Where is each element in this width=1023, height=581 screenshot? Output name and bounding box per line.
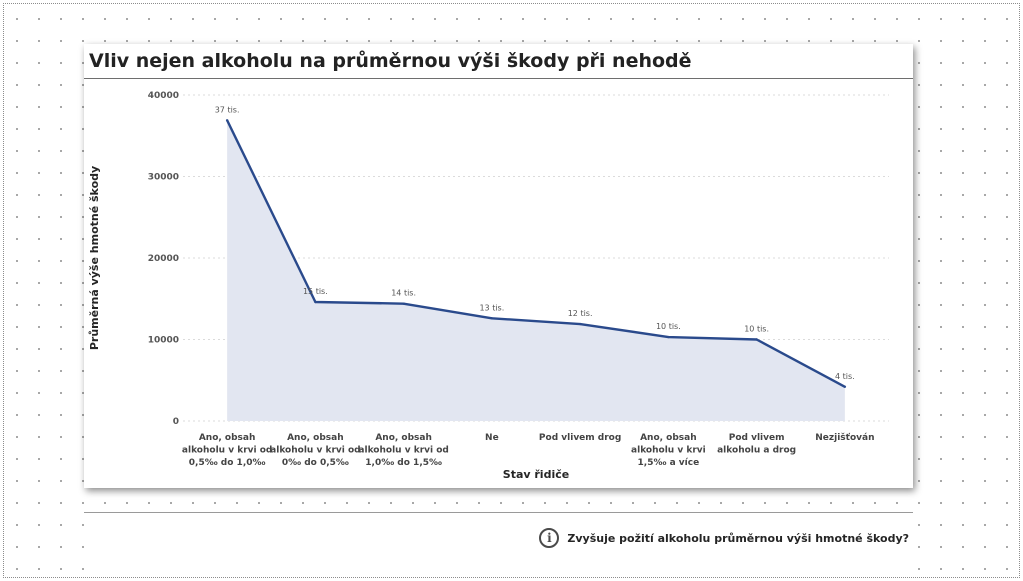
x-category-label: Ano, obsah (287, 433, 344, 443)
x-category-label: Ne (485, 433, 499, 443)
y-tick-label: 10000 (148, 336, 179, 346)
x-category-label: alkoholu v krvi od (182, 446, 272, 456)
x-category-label: 0‰ do 0,5‰ (282, 458, 349, 468)
data-label: 10 tis. (656, 322, 681, 331)
series-line (226, 119, 846, 388)
x-category-label: alkoholu a drog (717, 446, 796, 456)
info-question[interactable]: i Zvyšuje požití alkoholu průměrnou výši… (539, 528, 909, 548)
title-divider (84, 78, 913, 79)
data-point (402, 302, 405, 305)
y-tick-label: 40000 (148, 91, 179, 101)
x-category-label: Ano, obsah (199, 433, 256, 443)
data-label: 10 tis. (744, 325, 769, 334)
x-category-label: alkoholu v krvi (631, 446, 706, 456)
data-label: 15 tis. (303, 287, 328, 296)
x-category-label: Pod vlivem (729, 433, 785, 443)
data-point (490, 317, 494, 320)
info-question-text: Zvyšuje požití alkoholu průměrnou výši h… (567, 531, 909, 545)
data-label: 14 tis. (391, 289, 416, 298)
data-label: 4 tis. (835, 372, 855, 381)
x-category-label: 1,5‰ a více (638, 458, 700, 468)
x-category-label: Ano, obsah (640, 433, 697, 443)
data-point (843, 385, 847, 388)
line-area-chart[interactable]: 0 10000 20000 30000 40000 37 tis. 15 tis. 14 ti… (84, 44, 913, 488)
chart-title: Vliv nejen alkoholu na průměrnou výši šk… (89, 50, 692, 72)
x-category-label: alkoholu v krvi od (358, 446, 448, 456)
x-category-label: alkoholu v krvi od (270, 446, 360, 456)
y-tick-label: 20000 (148, 254, 179, 264)
y-tick-label: 0 (173, 417, 179, 427)
data-point (667, 335, 670, 339)
data-point (225, 119, 229, 122)
data-point (578, 322, 582, 326)
data-point (314, 300, 317, 304)
panel-divider (84, 512, 913, 513)
area-fill (227, 120, 845, 421)
y-tick-label: 30000 (148, 173, 179, 183)
info-icon[interactable]: i (539, 528, 560, 548)
data-label: 37 tis. (215, 105, 240, 114)
data-label: 13 tis. (479, 303, 504, 312)
x-category-label: Pod vlivem drog (539, 433, 621, 443)
data-label: 12 tis. (568, 309, 593, 318)
data-point (755, 338, 758, 341)
x-category-label: Nezjišťován (815, 432, 874, 443)
y-axis-title: Průměrná výše hmotné škody (88, 166, 101, 350)
chart-card[interactable]: Vliv nejen alkoholu na průměrnou výši šk… (84, 44, 913, 488)
x-category-label: 0,5‰ do 1,0‰ (189, 458, 266, 468)
x-category-label: Ano, obsah (375, 433, 432, 443)
x-category-label: 1,0‰ do 1,5‰ (365, 458, 442, 468)
question-panel: i Zvyšuje požití alkoholu průměrnou výši… (84, 512, 913, 572)
x-axis-title: Stav řidiče (503, 468, 569, 481)
